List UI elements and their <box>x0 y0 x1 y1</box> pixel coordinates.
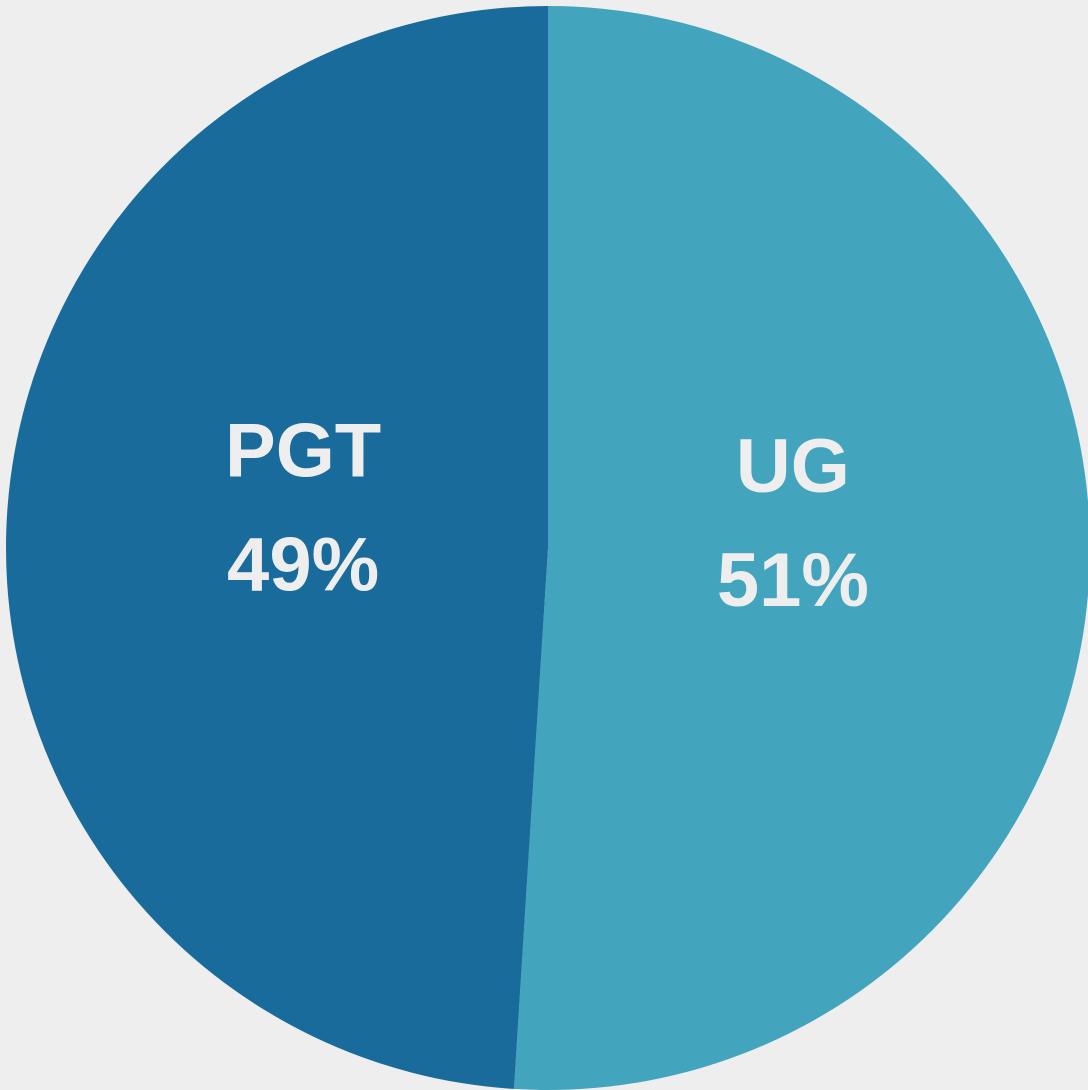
slice-value-label: 51% <box>717 538 869 623</box>
slice-label: PGT <box>225 408 381 493</box>
slice-value-label: 49% <box>227 522 379 607</box>
pie-slice <box>6 6 549 1089</box>
slice-label: UG <box>736 424 850 509</box>
pie-slice <box>513 6 1088 1090</box>
